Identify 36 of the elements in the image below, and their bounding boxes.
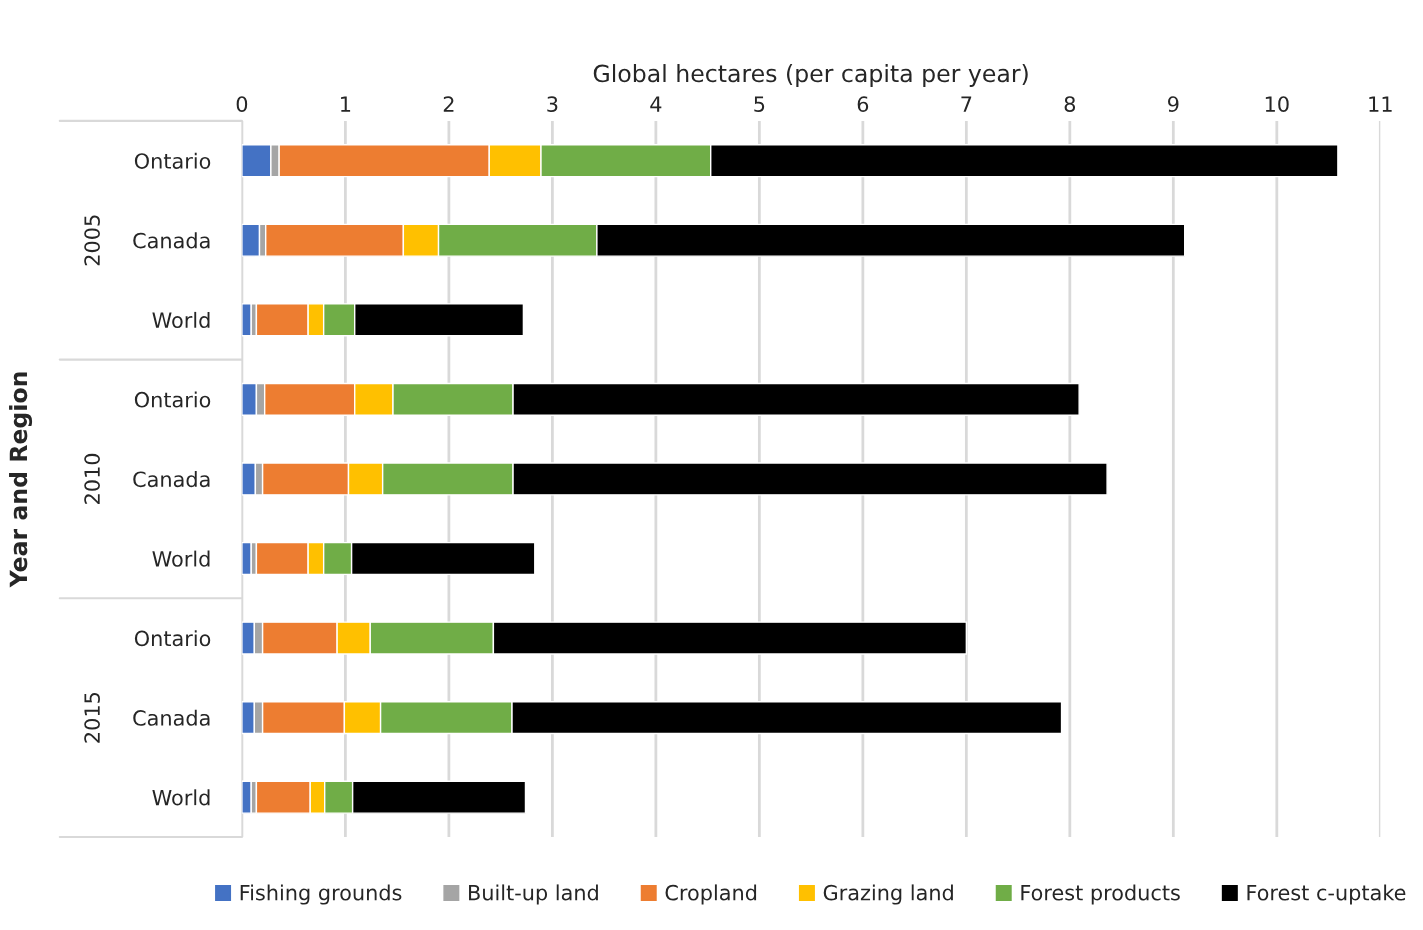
- y-tick-label: Ontario: [134, 630, 211, 647]
- text: 2010: [84, 453, 100, 504]
- legend-label: Forest c-uptake: [1247, 884, 1406, 905]
- x-axis-title: Global hectares (per capita per year): [593, 64, 1028, 87]
- y-tick-label: Ontario: [134, 152, 211, 169]
- legend-label: Grazing land: [823, 884, 953, 905]
- x-tick-label: 5: [754, 96, 765, 112]
- y-tick-label: World: [152, 550, 210, 567]
- y-axis-title: Year and Region: [9, 372, 33, 588]
- bar: [241, 303, 252, 337]
- y-tick-label: Canada: [133, 709, 210, 726]
- bar: [241, 780, 252, 814]
- x-tick-label: 2: [443, 96, 454, 112]
- bar: [241, 223, 261, 257]
- legend-label: Cropland: [665, 884, 757, 905]
- y-tick-label: World: [152, 311, 210, 329]
- x-tick-label: 8: [1064, 96, 1076, 112]
- x-tick-label: 9: [1168, 96, 1179, 112]
- x-tick-label: 3: [547, 96, 558, 112]
- text: 2005: [84, 215, 100, 266]
- legend-label: Forest products: [1021, 884, 1180, 905]
- x-tick-label: 7: [961, 96, 972, 112]
- y-tick-label: Canada: [133, 471, 210, 488]
- x-tick-label: 4: [650, 96, 662, 112]
- y-tick-label: Canada: [133, 232, 210, 249]
- legend-label: Fishing grounds: [240, 884, 402, 905]
- x-tick-label: 0: [236, 96, 248, 112]
- text: 2015: [84, 692, 100, 743]
- x-tick-label: 6: [857, 96, 869, 112]
- y-tick-label: World: [152, 789, 210, 806]
- x-tick-label: 10: [1265, 96, 1289, 112]
- x-tick-label: 1: [341, 96, 351, 112]
- x-tick-label: 11: [1369, 96, 1392, 112]
- bar: [241, 541, 252, 576]
- legend-label: Built-up land: [469, 884, 598, 905]
- y-tick-label: Ontario: [134, 391, 211, 408]
